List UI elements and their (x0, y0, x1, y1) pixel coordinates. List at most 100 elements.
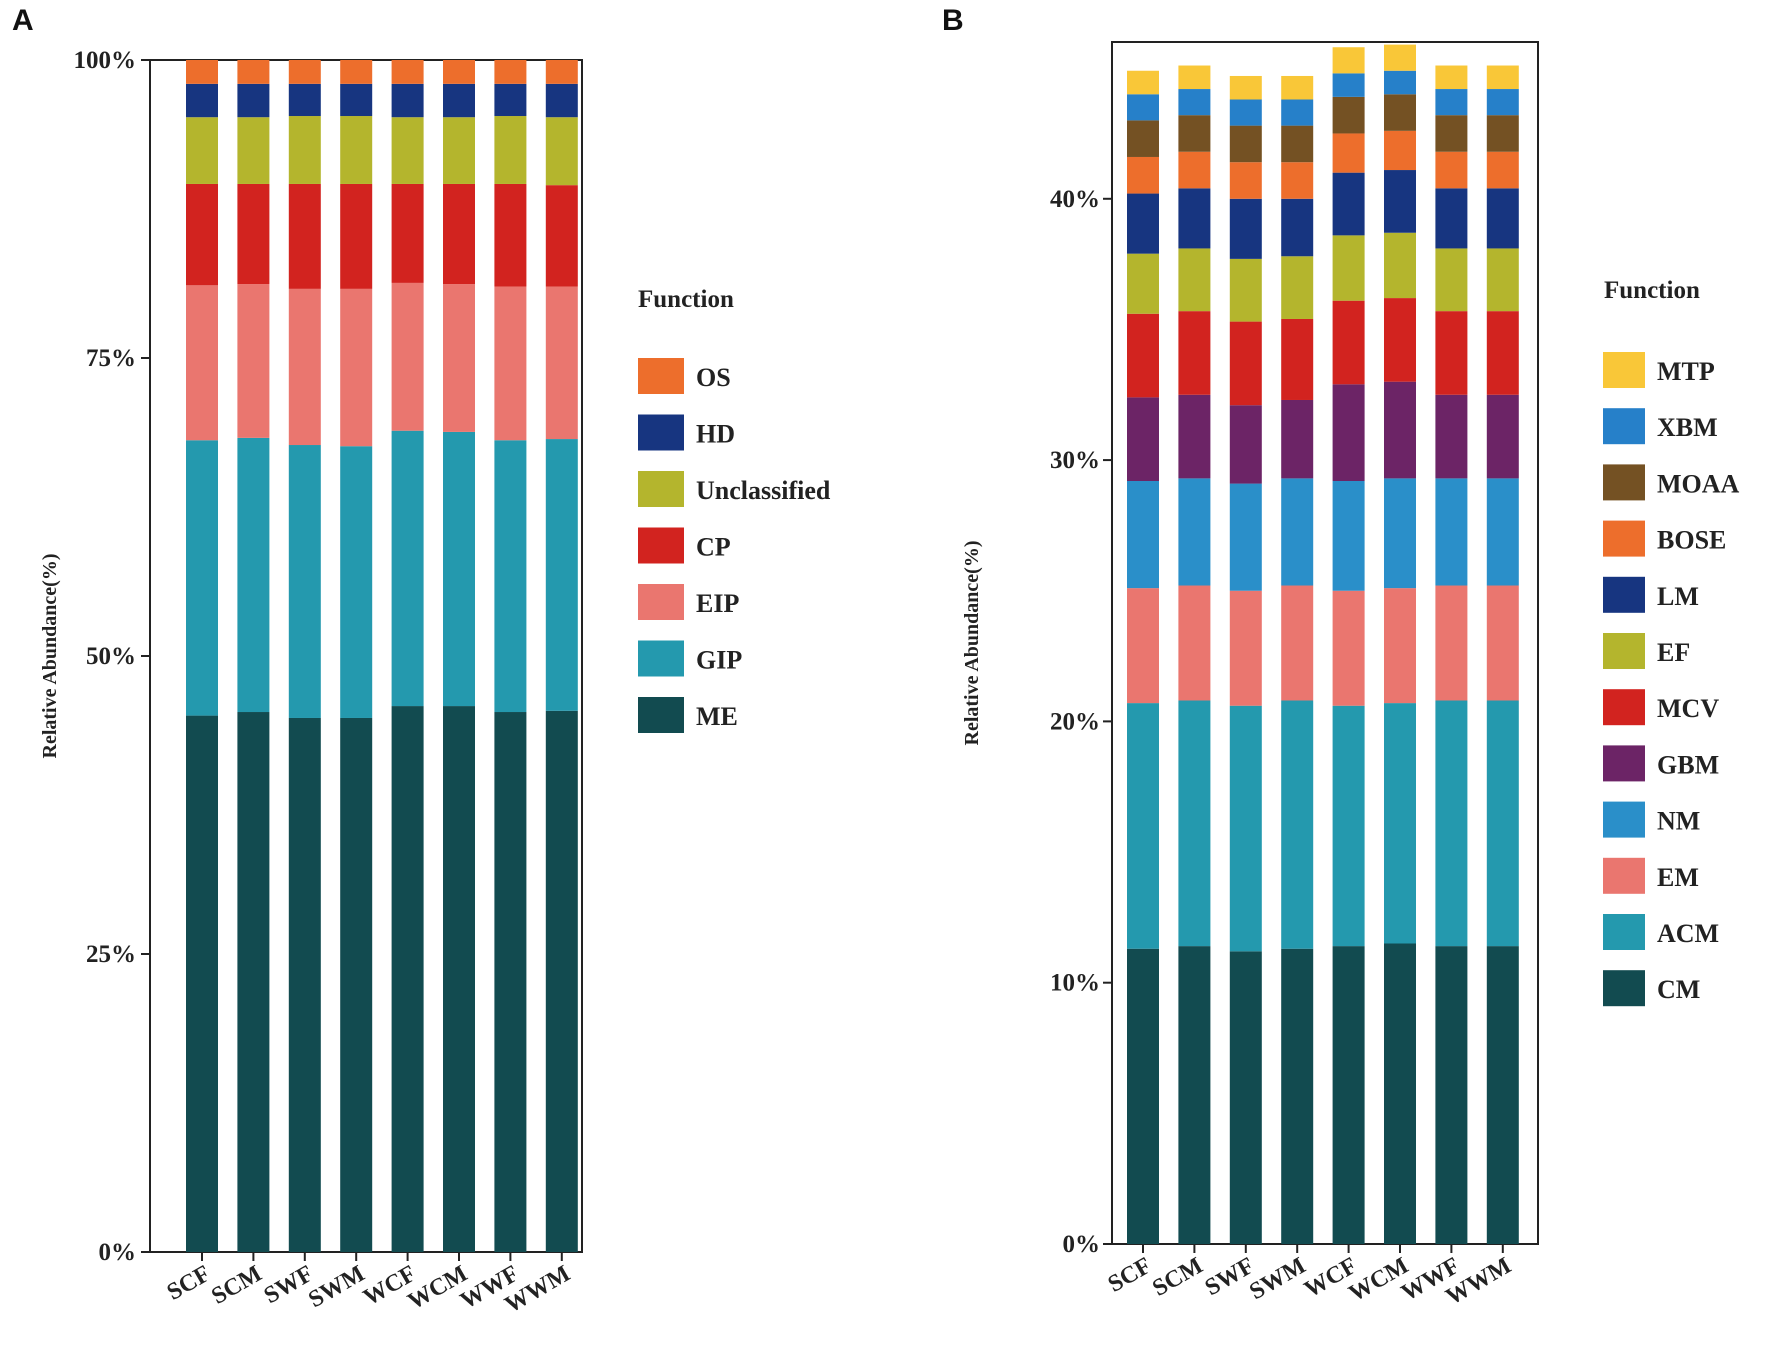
b-y-axis-title: Relative Abundance(%) (961, 541, 983, 746)
b-legend-swatch-nm (1603, 801, 1645, 838)
b-bar-scf-ef (1127, 253, 1159, 314)
a-y-tick-label: 25% (86, 941, 136, 968)
a-bar-swm-gip (340, 446, 373, 718)
b-bar-wwm-em (1486, 585, 1519, 701)
a-bar-swf-cp (288, 183, 321, 289)
a-legend-swatch-hd (638, 414, 684, 451)
b-legend-swatch-acm (1603, 914, 1645, 950)
a-legend-label-os: OS (696, 363, 731, 392)
b-legend-swatch-ef (1603, 633, 1645, 669)
b-bar-wwm-cm (1486, 946, 1519, 1244)
a-bar-wwm-eip (545, 286, 578, 440)
b-bar-swm-acm (1281, 700, 1314, 949)
b-bar-wwf-cm (1435, 946, 1468, 1244)
b-bar-swm-mcv (1281, 318, 1314, 400)
a-bar-scf-gip (186, 440, 218, 716)
b-bar-scm-moaa (1178, 115, 1211, 152)
b-bar-wcm-cm (1384, 943, 1416, 1244)
b-bar-wwm-xbm (1486, 89, 1519, 116)
b-bar-scm-nm (1178, 478, 1211, 586)
b-bar-wcf-mcv (1332, 300, 1365, 385)
a-bar-scf-hd (186, 83, 218, 118)
b-bar-swm-gbm (1281, 399, 1314, 479)
a-bar-swm-hd (340, 83, 373, 117)
b-legend-label-acm: ACM (1657, 919, 1719, 948)
b-bar-wcm-xbm (1384, 70, 1416, 95)
b-legend-label-mtp: MTP (1657, 357, 1715, 386)
a-bar-wcm-eip (443, 284, 475, 432)
a-bar-scf-eip (186, 285, 218, 441)
b-bar-wwm-lm (1486, 188, 1519, 249)
panel-a: A SCFSCMSWFSWMWCFWCMWWFWWM0%25%50%75%100… (12, 4, 831, 1319)
b-bar-wcf-ef (1332, 235, 1365, 301)
b-legend-title: Function (1604, 277, 1700, 304)
a-legend-swatch-cp (638, 527, 684, 564)
b-bar-wcm-acm (1384, 703, 1416, 944)
a-bar-wcf-hd (391, 83, 424, 118)
b-bar-swm-moaa (1281, 125, 1314, 163)
b-bar-swm-xbm (1281, 99, 1314, 126)
a-bar-wwf-eip (494, 286, 527, 441)
a-bar-wwm-me (545, 710, 578, 1252)
a-bar-swf-hd (288, 83, 321, 117)
b-bar-scm-mcv (1178, 311, 1211, 395)
b-legend-label-gbm: GBM (1657, 750, 1719, 779)
a-bar-wwf-gip (494, 440, 527, 713)
b-legend-label-cm: CM (1657, 975, 1700, 1004)
a-bar-wcm-cp (443, 183, 475, 285)
a-bar-wwf-os (494, 60, 527, 84)
b-bar-scf-xbm (1127, 94, 1159, 121)
b-legend-swatch-em (1603, 857, 1645, 894)
b-bar-wwf-nm (1435, 478, 1468, 586)
a-x-tick-label: SWM (304, 1261, 369, 1314)
a-bar-swm-me (340, 717, 373, 1252)
b-bar-scf-mcv (1127, 313, 1159, 398)
b-bar-wcf-cm (1332, 946, 1365, 1244)
b-bar-wcm-moaa (1384, 94, 1416, 131)
b-legend-swatch-moaa (1603, 464, 1645, 501)
b-bar-swm-em (1281, 585, 1314, 701)
a-bar-scf-me (186, 715, 218, 1252)
a-bar-swm-eip (340, 288, 373, 447)
b-y-tick-label: 20% (1050, 708, 1100, 735)
b-bar-wcm-mcv (1384, 298, 1416, 382)
a-bar-swm-unclassified (340, 116, 373, 184)
b-bar-wwf-lm (1435, 188, 1468, 249)
b-bar-scf-gbm (1127, 397, 1159, 481)
b-bar-scm-ef (1178, 248, 1211, 312)
b-bar-scm-xbm (1178, 89, 1211, 116)
b-legend-label-xbm: XBM (1657, 413, 1718, 442)
a-bar-wcf-os (391, 60, 424, 84)
b-bar-wwm-acm (1486, 700, 1519, 947)
a-bar-scm-os (237, 60, 270, 84)
a-legend-swatch-unclassified (638, 471, 684, 507)
a-bar-wcf-cp (391, 183, 424, 283)
b-bar-wwf-mtp (1435, 65, 1468, 90)
b-bar-scm-em (1178, 585, 1211, 701)
b-legend-label-mcv: MCV (1657, 694, 1719, 723)
b-bar-wwm-moaa (1486, 115, 1519, 152)
b-bar-wwm-gbm (1486, 394, 1519, 479)
a-legend-swatch-me (638, 697, 684, 733)
a-y-tick-label: 75% (86, 345, 136, 372)
b-legend-swatch-lm (1603, 576, 1645, 613)
b-bar-scf-mtp (1127, 70, 1159, 95)
b-bar-swf-lm (1229, 198, 1262, 259)
panel-a-label: A (12, 4, 34, 37)
b-bar-wwf-gbm (1435, 394, 1468, 479)
a-bar-scm-cp (237, 183, 270, 285)
b-bar-wwm-nm (1486, 478, 1519, 586)
b-bar-wwm-bose (1486, 151, 1519, 189)
b-legend-label-lm: LM (1657, 582, 1699, 611)
a-bar-wwf-hd (494, 83, 527, 117)
a-bar-scf-os (186, 60, 218, 84)
a-legend-swatch-gip (638, 640, 684, 677)
panel-b-label: B (942, 4, 964, 37)
b-bar-wcf-em (1332, 590, 1365, 706)
b-bar-wwf-em (1435, 585, 1468, 701)
a-bar-wwm-gip (545, 439, 578, 711)
b-legend-label-moaa: MOAA (1657, 469, 1740, 498)
a-legend-label-cp: CP (696, 533, 731, 562)
b-bar-wcf-nm (1332, 480, 1365, 591)
